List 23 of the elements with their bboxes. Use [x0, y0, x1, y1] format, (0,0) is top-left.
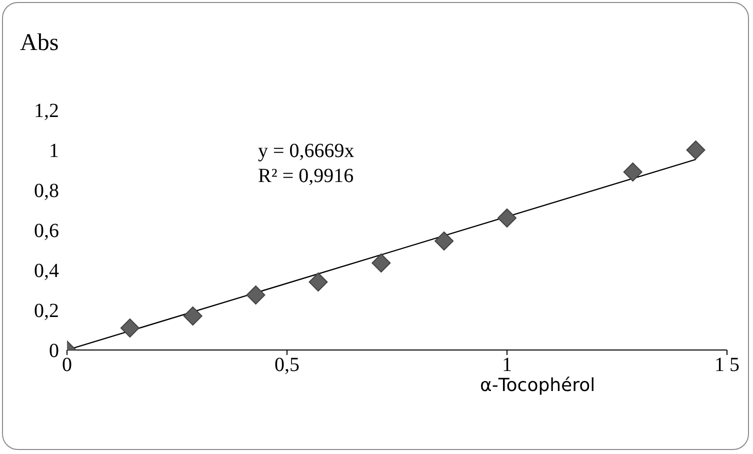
- point: [246, 286, 266, 304]
- point: [686, 140, 706, 160]
- point: [434, 232, 454, 250]
- point: [120, 318, 140, 338]
- x-tick-label: 1: [502, 354, 512, 376]
- y-axis-title: Abs: [20, 30, 59, 57]
- y-tick-label: 0,2: [34, 300, 59, 322]
- x-tick-label: 0,5: [274, 354, 300, 376]
- annotation: y = 0,6669x: [258, 140, 354, 163]
- y-tick-label: 0,6: [34, 220, 59, 242]
- x-tick-label: 1 5: [714, 354, 740, 376]
- y-tick-label: 0: [49, 340, 59, 362]
- point: [183, 306, 202, 326]
- point: [623, 162, 642, 182]
- y-tick-label: 1: [49, 140, 59, 162]
- point: [372, 254, 391, 272]
- point: [498, 208, 516, 228]
- y-tick-label: 1,2: [34, 100, 59, 122]
- annotation: R² = 0,9916: [258, 165, 354, 188]
- y-tick-label: 0,8: [34, 180, 59, 202]
- point: [308, 272, 328, 292]
- x-axis-title: α-Tocophérol: [480, 375, 596, 396]
- y-tick-label: 0,4: [34, 260, 59, 282]
